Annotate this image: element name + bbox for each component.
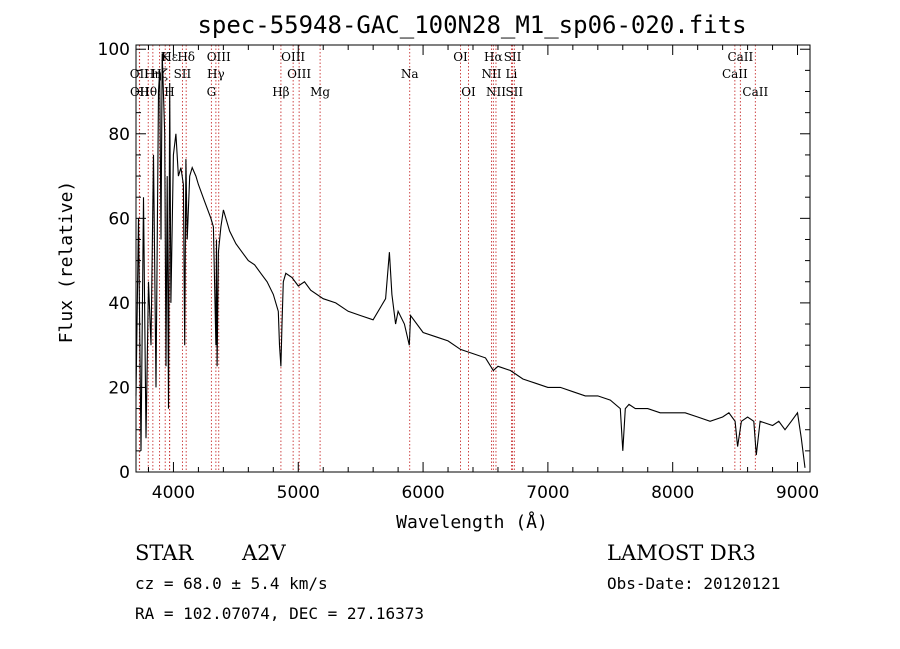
spectral-line-label: OII xyxy=(130,67,150,81)
y-tick-label: 0 xyxy=(119,463,130,483)
y-tick-label: 100 xyxy=(98,40,130,60)
object-class: STAR xyxy=(135,541,194,565)
spectral-line-label: Hη xyxy=(144,67,162,81)
observation-date: Obs-Date: 20120121 xyxy=(607,574,780,593)
x-tick-label: 5000 xyxy=(277,483,320,503)
spectral-line-label: Li xyxy=(506,67,518,81)
spectral-line-label: SII xyxy=(505,85,523,99)
y-tick-label: 40 xyxy=(108,294,130,314)
x-tick-label: 7000 xyxy=(526,483,569,503)
x-tick-label: 8000 xyxy=(651,483,694,503)
x-axis-label: Wavelength (Å) xyxy=(396,511,548,533)
spectral-line-label: Hθ xyxy=(139,85,157,99)
spectral-line-label: Hβ xyxy=(272,85,289,99)
redshift-velocity: cz = 68.0 ± 5.4 km/s xyxy=(135,574,328,593)
spectral-line-label: Na xyxy=(401,67,419,81)
x-tick-label: 6000 xyxy=(401,483,444,503)
survey-name: LAMOST DR3 xyxy=(607,541,756,565)
y-axis-label: Flux (relative) xyxy=(56,181,77,344)
spectral-line-label: OIII xyxy=(281,50,305,64)
spectral-line-label: CaII xyxy=(722,67,748,81)
spectral-line-label: NII xyxy=(486,85,506,99)
spectral-line-label: Hγ xyxy=(207,67,225,81)
y-tick-label: 20 xyxy=(108,378,130,398)
spectral-line-label: OI xyxy=(453,50,468,64)
plot-frame xyxy=(135,44,811,473)
spectral-line-label: OIII xyxy=(287,67,311,81)
spectrum-series-line xyxy=(135,53,806,468)
sky-coordinates: RA = 102.07074, DEC = 27.16373 xyxy=(135,604,424,623)
spectral-line-label: CaII xyxy=(727,50,753,64)
spectral-line-label: NII xyxy=(481,67,501,81)
y-tick-label: 60 xyxy=(108,209,130,229)
spectral-line-markers xyxy=(138,45,756,472)
spectral-line-label: OI xyxy=(461,85,476,99)
object-subclass: A2V xyxy=(241,541,287,565)
x-axis-ticks: 4000 5000 6000 7000 8000 9000 xyxy=(147,45,819,503)
x-tick-label: 4000 xyxy=(152,483,195,503)
y-tick-label: 80 xyxy=(108,125,130,145)
x-tick-label: 9000 xyxy=(776,483,819,503)
y-axis-ticks: 0 20 40 60 80 100 xyxy=(98,40,810,483)
spectral-line-label: SII xyxy=(174,67,192,81)
spectral-line-label: Mg xyxy=(310,85,330,99)
spectral-line-label: G xyxy=(207,85,217,99)
spectral-line-label: Hα xyxy=(484,50,503,64)
spectral-line-label: OIII xyxy=(207,50,231,64)
spectral-line-label: CaII xyxy=(742,85,768,99)
spectral-line-label: K xyxy=(161,50,171,64)
chart-title: spec-55948-GAC_100N28_M1_sp06-020.fits xyxy=(197,11,746,39)
spectral-line-label: Hδ xyxy=(177,50,195,64)
spectral-line-label: SII xyxy=(504,50,522,64)
